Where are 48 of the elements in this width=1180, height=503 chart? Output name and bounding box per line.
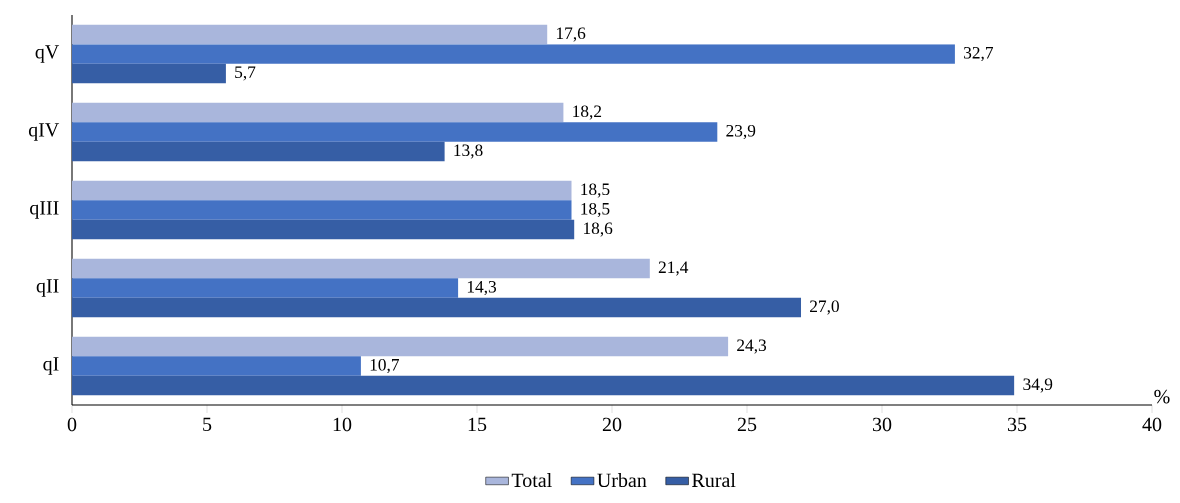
bar (72, 63, 226, 84)
bar (72, 356, 361, 376)
data-label: 13,8 (454, 144, 483, 159)
legend-label: Rural (692, 473, 736, 488)
bar (72, 141, 445, 162)
legend-label: Total (511, 473, 552, 488)
bar (72, 278, 459, 298)
x-tick-label: 5 (203, 417, 212, 431)
data-label: 17,6 (557, 27, 586, 42)
y-tick-label: qIV (28, 123, 60, 141)
y-tick-label: qIII (30, 201, 59, 219)
data-label: 18,6 (584, 222, 613, 237)
data-label: 32,7 (964, 46, 994, 62)
bar (72, 24, 548, 45)
data-label: 27,0 (810, 300, 839, 315)
x-tick-label: 10 (333, 417, 352, 432)
x-axis-title: % (1154, 389, 1170, 404)
data-label: 5,7 (235, 66, 256, 81)
bar (72, 122, 718, 142)
bar (72, 336, 729, 357)
data-label: 34,9 (1023, 378, 1053, 393)
x-tick-label: 40 (1142, 417, 1162, 432)
x-tick-label: 0 (67, 417, 77, 432)
data-label: 18,5 (581, 183, 610, 198)
data-label: 21,4 (658, 261, 689, 276)
data-label: 18,2 (573, 105, 602, 120)
bar (72, 375, 1015, 396)
x-tick-label: 25 (737, 417, 757, 432)
data-label: 14,3 (467, 280, 497, 296)
bar (72, 200, 572, 220)
y-tick-label: qII (36, 279, 59, 297)
x-tick-label: 15 (468, 417, 487, 432)
data-label: 10,7 (370, 358, 400, 374)
bar (72, 297, 802, 318)
bar (72, 258, 650, 279)
bar (72, 219, 575, 240)
x-tick-label: 30 (872, 417, 892, 432)
bar (72, 44, 955, 64)
y-tick-label: qV (35, 45, 60, 63)
data-label: 24,3 (737, 339, 767, 354)
data-label: 23,9 (726, 124, 756, 140)
bar (72, 180, 572, 201)
x-tick-label: 35 (1007, 417, 1027, 432)
legend-label: Urban (597, 473, 647, 488)
y-tick-label: qI (43, 357, 59, 375)
data-label: 18,5 (581, 202, 610, 218)
bar (72, 102, 564, 123)
x-tick-label: 20 (602, 417, 622, 432)
